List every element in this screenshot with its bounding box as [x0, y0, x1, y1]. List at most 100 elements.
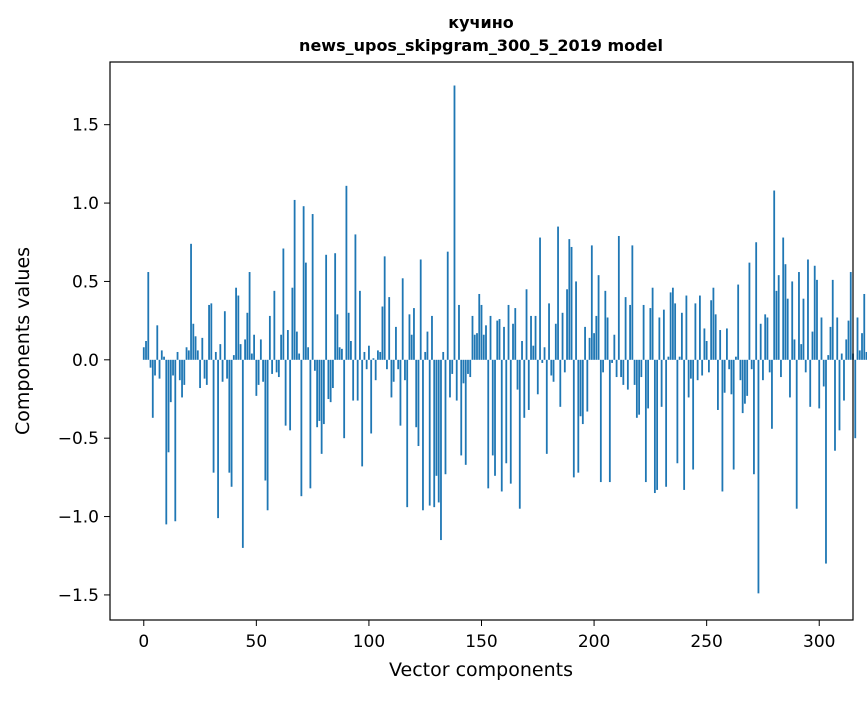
bar	[235, 287, 237, 360]
bar	[165, 359, 168, 525]
y-tick-label: 1.5	[72, 116, 99, 136]
bar	[338, 347, 341, 360]
chart-subtitle: news_upos_skipgram_300_5_2019 model	[299, 36, 663, 55]
bar	[259, 339, 262, 360]
bar	[343, 359, 346, 439]
bar	[701, 359, 704, 376]
bar	[748, 262, 751, 360]
bar	[185, 347, 188, 360]
bar	[615, 359, 618, 378]
bar	[809, 359, 812, 407]
bar	[579, 359, 582, 417]
bar	[723, 359, 726, 393]
bar	[647, 359, 650, 409]
bar	[160, 350, 163, 360]
x-axis-ticks: 0 50 100 150 200 250 300	[138, 620, 835, 652]
bar	[300, 359, 303, 497]
bar	[386, 359, 388, 370]
bar	[856, 317, 859, 360]
bar	[586, 359, 589, 412]
bar	[286, 330, 289, 360]
bar	[532, 345, 535, 360]
bar	[264, 359, 267, 481]
bar	[543, 347, 546, 360]
bar	[863, 293, 866, 360]
bar	[699, 295, 701, 360]
bar	[581, 359, 584, 425]
bar	[275, 359, 278, 373]
bar	[381, 306, 384, 360]
bar	[359, 290, 361, 360]
bar	[590, 245, 593, 360]
bar	[464, 359, 467, 465]
bar	[169, 359, 172, 403]
y-tick-label: −1.5	[58, 586, 99, 606]
bar	[356, 359, 359, 401]
bar	[469, 359, 472, 378]
bar	[455, 359, 458, 401]
bar	[370, 359, 373, 434]
bar	[518, 359, 521, 509]
bar	[861, 333, 863, 360]
bar	[361, 359, 364, 467]
bar	[644, 359, 647, 483]
bar	[208, 304, 210, 360]
bar	[145, 341, 147, 360]
bar	[633, 359, 636, 385]
plot-frame	[109, 61, 854, 621]
bar	[620, 359, 622, 378]
bar	[757, 359, 760, 594]
bar	[176, 351, 179, 360]
bar	[352, 359, 355, 401]
bar	[293, 199, 296, 360]
bar	[397, 359, 400, 370]
bar	[651, 287, 654, 360]
bar	[158, 359, 161, 379]
bar	[719, 330, 722, 360]
bar	[253, 334, 255, 360]
bar	[791, 281, 794, 360]
bar	[662, 309, 665, 360]
bar	[816, 279, 818, 360]
bar	[784, 264, 787, 360]
bar	[482, 334, 485, 360]
bar	[599, 359, 602, 483]
bar	[798, 272, 800, 360]
bar	[413, 308, 415, 360]
bar	[507, 304, 510, 360]
bar	[536, 359, 539, 395]
bar	[865, 351, 867, 360]
bar	[199, 359, 201, 389]
bar	[737, 284, 740, 360]
bar	[730, 359, 733, 395]
bar	[156, 325, 159, 360]
bar	[417, 359, 420, 447]
bar	[786, 298, 789, 360]
bar	[653, 359, 656, 494]
bar	[505, 359, 508, 464]
bar	[196, 350, 199, 360]
bar	[147, 272, 150, 360]
bar	[395, 326, 397, 360]
bar	[316, 359, 319, 428]
bar	[509, 359, 512, 484]
bar	[789, 359, 791, 398]
bar	[410, 334, 413, 360]
bar	[408, 314, 411, 360]
bar	[541, 359, 544, 363]
bar	[181, 359, 183, 398]
x-tick-label: 150	[465, 632, 497, 652]
bar	[680, 312, 683, 360]
bar	[800, 344, 803, 360]
bar	[656, 359, 659, 490]
bar	[545, 359, 548, 454]
bar	[325, 254, 328, 360]
bar	[437, 359, 440, 503]
bar	[795, 359, 798, 509]
bar	[320, 359, 323, 454]
bar	[219, 344, 222, 360]
bar	[311, 214, 314, 360]
bar	[554, 323, 557, 360]
x-tick-label: 200	[578, 632, 610, 652]
bar	[629, 304, 631, 360]
